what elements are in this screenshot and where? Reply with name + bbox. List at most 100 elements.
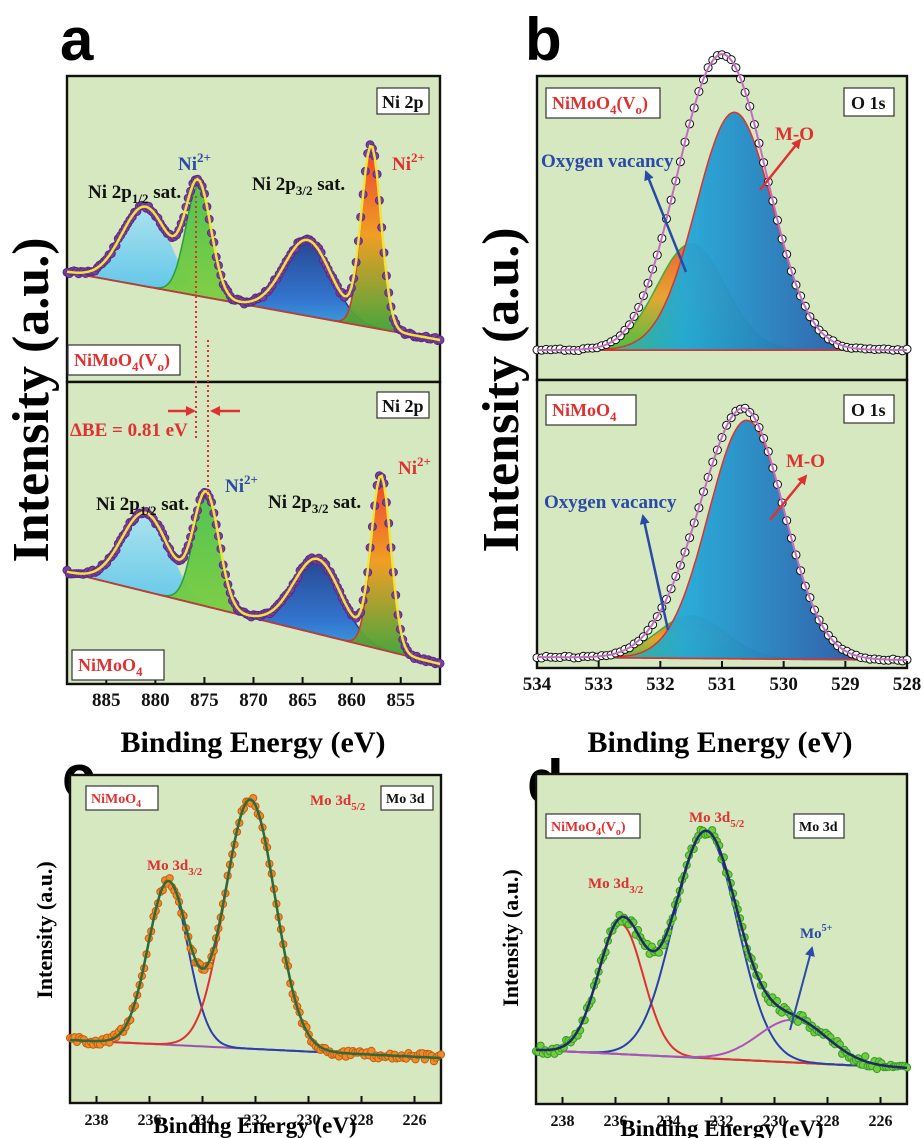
a-top-envelope-line: [66, 144, 441, 342]
panel-a-x-tick-label: 860: [337, 690, 366, 711]
panel-a-bottom-sample-sub: 4: [136, 664, 143, 679]
svg-text:NiMoO4(Vo): NiMoO4(Vo): [552, 93, 648, 117]
panel-d-sample-tail: (V: [601, 820, 616, 835]
panel-c-x-tick-label: 238: [85, 1112, 109, 1129]
panel-b-bottom-sample-sub: 4: [610, 409, 617, 424]
panel-a-top-region-box: Ni 2p: [376, 87, 430, 115]
panel-a-delta-be: ΔBE = 0.81 eV: [70, 420, 188, 441]
svg-text:Ni 2p1/2 sat.: Ni 2p1/2 sat.: [88, 182, 181, 206]
panel-c-ylabel: Intensity (a.u.): [32, 861, 57, 999]
panel-d-sample-end: ): [621, 820, 626, 835]
panel-a-x-tick-label: 885: [92, 690, 121, 711]
panel-b-top-sample-end: ): [642, 93, 648, 114]
panel-b-x-tick-label: 530: [769, 674, 798, 695]
panel-b-x-ticks: 534 533 532 531 530 529 528: [523, 661, 922, 695]
svg-text:Ni2+: Ni2+: [398, 454, 431, 479]
svg-text:NiMoO4(Vo): NiMoO4(Vo): [551, 820, 626, 838]
panel-c-sample-label: NiMoO: [91, 792, 136, 807]
panel-d-x-tick-label: 228: [816, 1113, 840, 1130]
svg-text:Ni 2p3/2 sat.: Ni 2p3/2 sat.: [268, 492, 361, 516]
panel-a-bot-ann-sat-word-2: sat.: [328, 492, 361, 513]
panel-b-bottom-region-box: O 1s: [843, 394, 895, 424]
panel-c-x-tick-label: 228: [350, 1112, 374, 1129]
panel-a-bot-ann-sat-three: Ni 2p: [268, 492, 312, 513]
panel-b-bottom-ann-mo: M-O: [786, 451, 825, 472]
svg-text:NiMoO4: NiMoO4: [78, 655, 143, 679]
panel-a-x-tick-label: 875: [190, 690, 219, 711]
panel-d-ann-32-sub: 3/2: [629, 884, 644, 896]
panel-a-top-ann-sat-three-sub: 3/2: [296, 183, 313, 198]
panel-a-top-ann-sat-word: sat.: [148, 182, 181, 203]
panel-a-top-ann-sat-half: Ni 2p: [88, 182, 132, 203]
panel-c-x-tick-label: 236: [138, 1112, 162, 1129]
panel-c-xlabel: Binding Energy (eV): [153, 1113, 356, 1138]
panel-d-sample-label: NiMoO: [551, 820, 596, 835]
panel-a-bottom-region-label: Ni 2p: [382, 396, 424, 416]
panel-c-region-label: Mo 3d: [386, 792, 425, 807]
panel-d-x-ticks: 238 236 234 232 230 228 226: [551, 1097, 893, 1130]
panel-c-ann-52: Mo 3d: [310, 793, 352, 809]
panel-b-top-curves: [532, 50, 912, 356]
b-bot-envelope-line: [537, 407, 908, 661]
svg-text:NiMoO4: NiMoO4: [552, 400, 617, 424]
panel-b-letter: b: [525, 6, 562, 73]
panel-c-x-tick-label: 232: [244, 1112, 268, 1129]
panel-b-top-ann-mo: M-O: [775, 124, 814, 145]
panel-d-arrow-mo5: [789, 946, 815, 1031]
panel-c-x-tick-label: 230: [297, 1112, 321, 1129]
panel-b-bottom-curves: [532, 403, 912, 666]
panel-c-ann-32-sub: 3/2: [188, 866, 203, 878]
panel-a-top-sample-tail-sub: o: [158, 359, 165, 374]
panel-d-region-label: Mo 3d: [799, 820, 838, 835]
panel-b-x-tick-label: 529: [831, 674, 860, 695]
panel-c-ann-32: Mo 3d: [147, 858, 189, 874]
panel-a-letter: a: [60, 6, 94, 73]
panel-d-ann-mo5: Mo: [800, 926, 822, 942]
panel-a-bot-ann-sat-half-sub: 1/2: [140, 503, 157, 518]
panel-d-ann-mo5-sup: 5+: [822, 923, 833, 934]
panel-d-x-tick-label: 226: [869, 1113, 893, 1130]
panel-b: b 534 533 532 531 530 529 528 NiMoO4(Vo) O 1s …: [473, 6, 921, 759]
panel-a-top-ann-ni-b-sup: 2+: [411, 150, 425, 165]
panel-d-region-box: Mo 3d: [793, 813, 845, 839]
panel-a-top-ann-ni-b: Ni: [392, 154, 411, 175]
svg-text:Mo 3d3/2: Mo 3d3/2: [147, 858, 203, 878]
panel-d-data-point: [861, 1052, 870, 1061]
panel-a-x-tick-label: 855: [386, 690, 415, 711]
panel-b-x-tick-label: 531: [708, 674, 737, 695]
panel-a-top-sample-tail: (V: [139, 350, 158, 371]
panel-b-top-region-label: O 1s: [851, 93, 886, 113]
svg-text:Ni2+: Ni2+: [225, 472, 258, 497]
panel-a-top-region-label: Ni 2p: [382, 92, 424, 112]
panel-c-data-point: [436, 1050, 446, 1059]
svg-text:Mo 3d5/2: Mo 3d5/2: [310, 793, 366, 813]
panel-a-x-tick-label: 880: [141, 690, 170, 711]
panel-c-x-tick-label: 234: [191, 1112, 215, 1129]
panel-d-sample-box: NiMoO4(Vo): [545, 813, 641, 839]
panel-d-curves: [531, 825, 912, 1074]
svg-text:Ni2+: Ni2+: [392, 150, 425, 175]
panel-b-xlabel: Binding Energy (eV): [587, 726, 852, 759]
panel-d-sample-sub: 4: [596, 827, 601, 838]
panel-b-x-tick-label: 528: [893, 674, 922, 695]
panel-a-bot-ann-ni-a: Ni: [225, 476, 244, 497]
panel-a-top-curves: [62, 140, 445, 346]
panel-c-x-ticks: 238 236 234 232 230 228 226: [85, 1096, 427, 1129]
panel-b-bottom-sample-box: NiMoO4: [545, 394, 637, 426]
panel-b-top-arrow-mo: [759, 138, 802, 191]
panel-d-x-tick-label: 238: [551, 1113, 575, 1130]
panel-b-bottom-arrow-mo: [769, 474, 808, 521]
panel-d-xlabel: Binding Energy (eV): [620, 1116, 823, 1138]
panel-a-bot-ann-ni-b: Ni: [398, 458, 417, 479]
panel-a-top-ann-sat-word-2: sat.: [312, 174, 345, 195]
panel-b-bottom-ann-vac: Oxygen vacancy: [544, 492, 677, 513]
panel-d-x-tick-label: 230: [763, 1113, 787, 1130]
panel-b-x-tick-label: 532: [646, 674, 675, 695]
panel-a-x-ticks: 885 880 875 870 865 860 855: [92, 677, 415, 711]
panel-c-curves: [65, 794, 446, 1066]
panel-a-ylabel: Intensity (a.u.): [3, 237, 60, 562]
panel-a-bottom-region-box: Ni 2p: [376, 391, 430, 419]
panel-a-top-ann-sat-three: Ni 2p: [252, 174, 296, 195]
